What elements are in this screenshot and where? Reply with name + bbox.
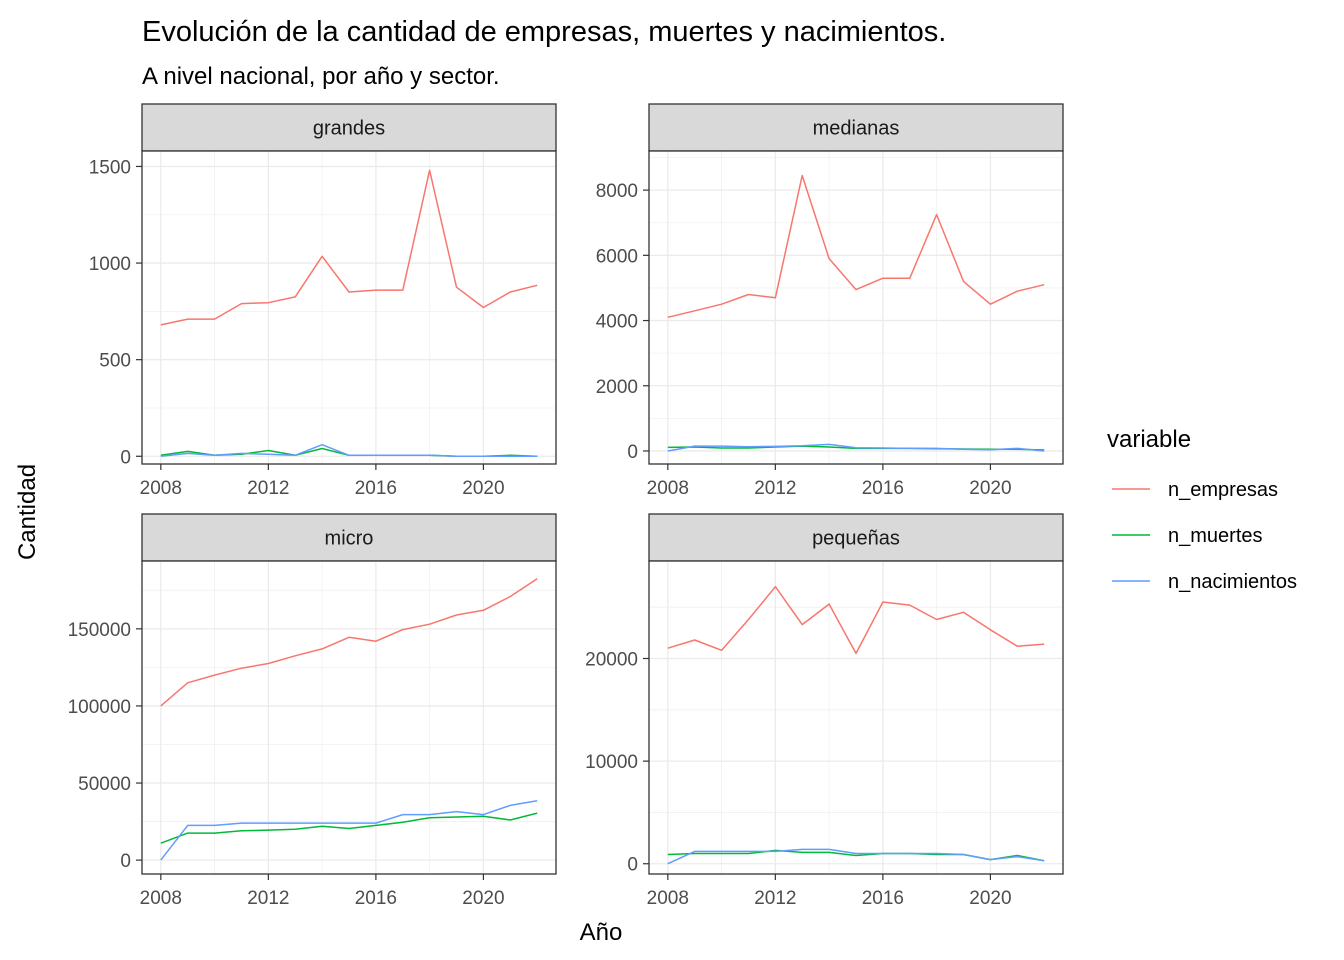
panel-border: [141, 560, 557, 875]
legend-item-n-muertes: n_muertes: [1112, 525, 1263, 547]
y-axis-title: Cantidad: [14, 464, 41, 560]
facet-medianas: medianas 2008 2012 2016 2020 0 2000 4000 6000 800…: [596, 103, 1064, 499]
y-tick-label: 0: [627, 442, 638, 463]
facet-grid: grandes 2008 2012 2016 2020 0 500 1000 1500 media…: [68, 103, 1064, 909]
x-tick-label: 2016: [862, 478, 904, 499]
facet-strip: [141, 103, 557, 152]
x-tick-label: 2012: [754, 888, 796, 909]
x-tick-label: 2008: [140, 888, 182, 909]
x-tick-label: 2008: [140, 478, 182, 499]
y-tick-label: 6000: [596, 246, 638, 267]
y-tick-label: 4000: [596, 312, 638, 333]
series-line-n-muertes: [160, 812, 538, 844]
facet-strip: [648, 103, 1064, 152]
panel-background: [142, 151, 556, 464]
y-tick-label: 500: [99, 351, 131, 372]
x-tick-label: 2020: [969, 888, 1011, 909]
y-tick-label: 50000: [78, 774, 131, 795]
facet-strip-label: micro: [325, 528, 374, 550]
x-tick-label: 2008: [647, 888, 689, 909]
facet-strip-label: medianas: [813, 118, 900, 140]
series-line-n-empresas: [667, 585, 1045, 655]
x-tick-label: 2020: [462, 478, 504, 499]
series-line-n-empresas: [667, 174, 1045, 319]
panel-border: [141, 150, 557, 465]
x-tick-label: 2016: [862, 888, 904, 909]
panel-border: [648, 150, 1064, 465]
series-line-n-empresas: [160, 169, 538, 326]
x-tick-label: 2008: [647, 478, 689, 499]
y-tick-label: 10000: [585, 752, 638, 773]
panel-border: [648, 560, 1064, 875]
series-line-n-nacimientos: [160, 443, 538, 458]
y-tick-label: 0: [627, 855, 638, 876]
panel-background: [649, 151, 1063, 464]
x-tick-label: 2016: [355, 888, 397, 909]
series-line-n-nacimientos: [160, 800, 538, 861]
y-tick-label: 2000: [596, 377, 638, 398]
y-tick-label: 1000: [89, 254, 131, 275]
facet-micro: micro 2008 2012 2016 2020 0 50000 100000 150000: [68, 513, 557, 909]
facet-pequenas: pequeñas 2008 2012 2016 2020 0 10000 20000: [585, 513, 1064, 909]
legend-label-n-nacimientos: n_nacimientos: [1168, 571, 1297, 593]
legend-label-n-muertes: n_muertes: [1168, 525, 1263, 547]
y-tick-label: 20000: [585, 649, 638, 670]
x-axis-title: Año: [580, 919, 623, 946]
panel-background: [142, 561, 556, 874]
y-tick-label: 0: [120, 447, 131, 468]
legend: variable n_empresas n_muertes n_nacimien…: [1107, 426, 1297, 593]
facet-strip-label: grandes: [313, 118, 385, 140]
x-tick-label: 2012: [754, 478, 796, 499]
facet-strip: [648, 513, 1064, 562]
y-tick-label: 1500: [89, 157, 131, 178]
legend-label-n-empresas: n_empresas: [1168, 479, 1278, 501]
legend-title: variable: [1107, 426, 1191, 453]
series-line-n-nacimientos: [667, 848, 1045, 865]
y-tick-label: 100000: [68, 697, 131, 718]
x-tick-label: 2012: [247, 888, 289, 909]
facet-grandes: grandes 2008 2012 2016 2020 0 500 1000 1500: [89, 103, 557, 499]
series-line-n-empresas: [160, 578, 538, 707]
series-line-n-nacimientos: [667, 443, 1045, 452]
facet-strip-label: pequeñas: [812, 528, 900, 550]
x-tick-label: 2012: [247, 478, 289, 499]
legend-item-n-nacimientos: n_nacimientos: [1112, 571, 1297, 593]
x-tick-label: 2016: [355, 478, 397, 499]
y-tick-label: 8000: [596, 181, 638, 202]
x-tick-label: 2020: [462, 888, 504, 909]
chart-title: Evolución de la cantidad de empresas, mu…: [142, 16, 946, 48]
x-tick-label: 2020: [969, 478, 1011, 499]
y-tick-label: 0: [120, 851, 131, 872]
legend-item-n-empresas: n_empresas: [1112, 479, 1278, 501]
chart-subtitle: A nivel nacional, por año y sector.: [142, 63, 500, 90]
y-tick-label: 150000: [68, 620, 131, 641]
panel-background: [649, 561, 1063, 874]
